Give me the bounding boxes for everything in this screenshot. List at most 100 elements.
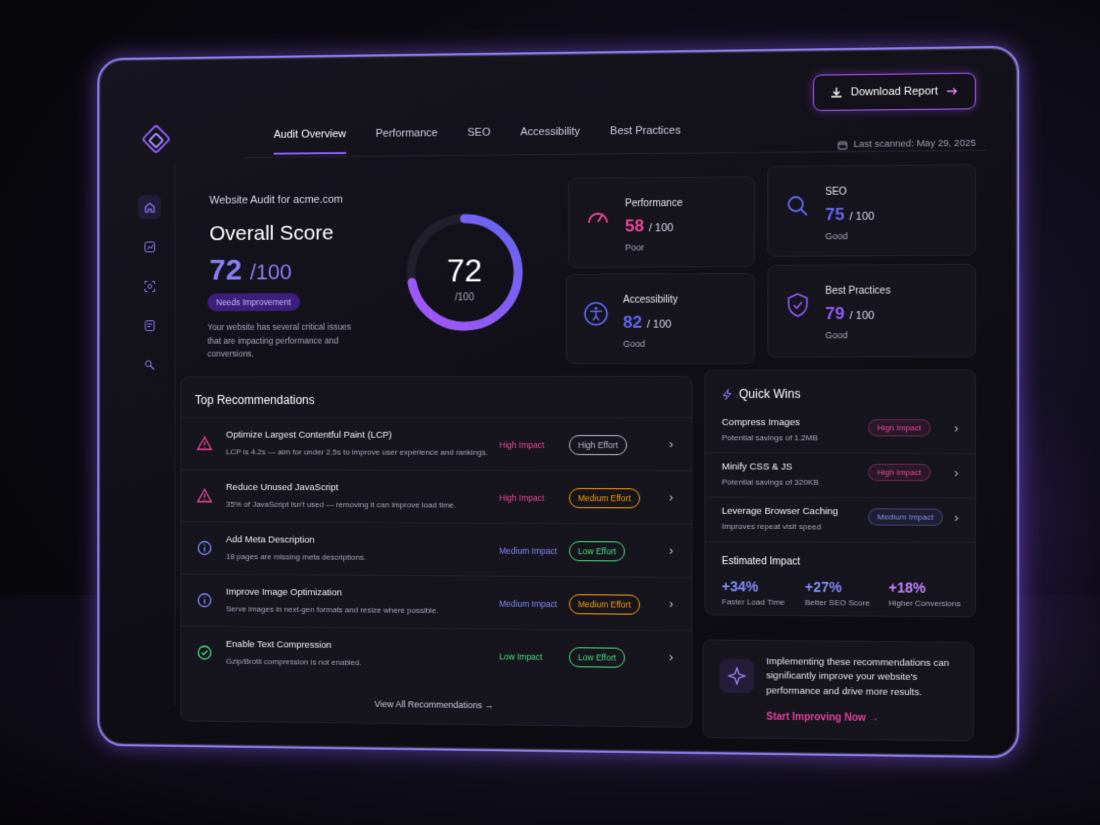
arrow-right-icon: → [868, 712, 879, 725]
impact-badge: High Impact [499, 439, 545, 450]
quick-win-name: Leverage Browser Caching [721, 505, 839, 518]
quick-win-row[interactable]: Compress Images Potential savings of 1.2M… [705, 409, 975, 454]
cta-text: Implementing these recommendations can s… [766, 656, 950, 698]
chevron-right-icon[interactable]: › [668, 436, 674, 452]
sidebar-divider [174, 165, 176, 706]
gauge-value: 72 [446, 252, 483, 289]
overall-score-number: 72 [209, 253, 242, 287]
estimated-item: +27% Better SEO Score [805, 579, 870, 608]
estimated-item: +18% Higher Conversions [889, 579, 961, 608]
gauge-icon [585, 205, 611, 231]
audit-site-label: Website Audit for acme.com [209, 193, 343, 207]
estimated-value: +34% [721, 578, 759, 595]
quick-win-name: Minify CSS & JS [721, 461, 793, 473]
search-icon [785, 193, 811, 219]
tab-seo[interactable]: SEO [467, 126, 491, 139]
metric-card-performance[interactable]: Performance 58 / 100 Poor [567, 176, 756, 268]
tab-accessibility[interactable]: Accessibility [520, 125, 581, 139]
recommendation-name: Add Meta Description [225, 534, 315, 546]
tab-audit-overview[interactable]: Audit Overview [273, 128, 347, 155]
accessibility-icon [583, 301, 609, 327]
metric-suffix: / 100 [648, 222, 674, 235]
chevron-right-icon[interactable]: › [668, 649, 674, 665]
metric-status: Poor [625, 242, 645, 253]
quick-win-row[interactable]: Minify CSS & JS Potential savings of 320K… [705, 453, 975, 499]
metric-status: Good [825, 330, 848, 341]
quick-wins-panel: Quick Wins Compress Images Potential savi… [704, 369, 976, 618]
scan-icon[interactable] [138, 274, 161, 298]
info-icon [197, 540, 213, 556]
cta-panel: Implementing these recommendations can s… [702, 639, 974, 742]
recommendation-name: Optimize Largest Contentful Paint (LCP) [225, 429, 392, 441]
home-icon[interactable] [137, 195, 161, 219]
estimated-value: +27% [804, 578, 842, 596]
metric-card-seo[interactable]: SEO 75 / 100 Good [767, 164, 976, 257]
recommendation-row[interactable]: Add Meta Description 18 pages are missing… [181, 521, 692, 576]
start-improving-link[interactable]: Start Improving Now → [766, 712, 879, 724]
overall-score-heading: Overall Score [209, 221, 334, 246]
chevron-right-icon[interactable]: › [954, 465, 959, 481]
chevron-right-icon[interactable]: › [954, 421, 959, 436]
impact-badge: Medium Impact [499, 598, 558, 610]
download-icon [830, 86, 842, 98]
metric-number: 75 [825, 204, 845, 225]
sparkle-icon [719, 658, 755, 694]
recommendation-desc: Serve images in next-gen formats and res… [225, 604, 439, 616]
impact-badge: Low Impact [499, 651, 543, 662]
recommendation-desc: 35% of JavaScript isn't used — removing … [225, 499, 457, 510]
recommendation-row[interactable]: Reduce Unused JavaScript 35% of JavaScrip… [181, 469, 692, 523]
recommendation-row[interactable]: Enable Text Compression Gzip/Brotli compr… [181, 625, 692, 683]
view-all-recommendations-link[interactable]: View All Recommendations → [181, 697, 691, 713]
quick-win-row[interactable]: Leverage Browser Caching Improves repeat … [705, 497, 975, 544]
metric-title: Performance [625, 197, 683, 210]
effort-badge: Medium Effort [568, 488, 640, 509]
estimated-label: Better SEO Score [804, 597, 870, 608]
impact-badge: High Impact [868, 419, 931, 437]
recommendations-title: Top Recommendations [194, 393, 315, 407]
recommendations-panel: Top Recommendations Optimize Largest Con… [180, 375, 693, 728]
tab-performance[interactable]: Performance [375, 127, 438, 140]
overall-score-suffix: /100 [249, 259, 292, 285]
recommendation-name: Improve Image Optimization [225, 586, 343, 599]
metric-card-accessibility[interactable]: Accessibility 82 / 100 Good [565, 272, 756, 364]
report-icon[interactable] [138, 313, 161, 337]
metric-card-best-practices[interactable]: Best Practices 79 / 100 Good [767, 263, 976, 358]
metric-number: 79 [825, 303, 845, 324]
recommendation-name: Reduce Unused JavaScript [225, 481, 339, 494]
chevron-right-icon[interactable]: › [668, 542, 674, 558]
arrow-right-icon [946, 85, 958, 97]
start-improving-label: Start Improving Now [766, 711, 866, 724]
tablet-frame: Audit Overview Performance SEO Accessibi… [97, 45, 1020, 759]
impact-badge: Medium Impact [499, 545, 558, 557]
metric-title: Accessibility [623, 294, 678, 306]
impact-badge: High Impact [868, 463, 931, 482]
metric-value: 82 / 100 [623, 313, 671, 333]
shield-check-icon [785, 292, 811, 318]
recommendation-row[interactable]: Improve Image Optimization Serve images i… [181, 573, 692, 630]
tab-best-practices[interactable]: Best Practices [610, 124, 681, 138]
metric-status: Good [623, 338, 646, 349]
last-scanned: Last scanned: May 29, 2025 [837, 138, 976, 151]
metric-status: Good [825, 231, 848, 242]
sidebar [137, 195, 161, 377]
estimated-value: +18% [888, 579, 926, 596]
recommendation-name: Enable Text Compression [225, 638, 332, 651]
metric-value: 58 / 100 [625, 216, 673, 236]
chart-icon[interactable] [138, 235, 161, 259]
impact-badge: High Impact [499, 492, 545, 503]
gauge-suffix: /100 [454, 292, 475, 304]
lightning-icon [722, 388, 733, 399]
arrow-right-icon: → [484, 700, 494, 711]
chevron-right-icon[interactable]: › [668, 489, 674, 505]
metric-number: 82 [623, 312, 643, 332]
recommendation-row[interactable]: Optimize Largest Contentful Paint (LCP) L… [181, 416, 692, 470]
metric-suffix: / 100 [646, 318, 672, 331]
chevron-right-icon[interactable]: › [954, 510, 959, 525]
download-label: Download Report [850, 85, 938, 99]
settings-icon[interactable] [138, 353, 161, 377]
warning-icon [197, 436, 213, 452]
metric-suffix: / 100 [849, 210, 875, 223]
download-report-button[interactable]: Download Report [813, 72, 976, 112]
chevron-right-icon[interactable]: › [668, 595, 674, 611]
warning-icon [197, 488, 213, 504]
